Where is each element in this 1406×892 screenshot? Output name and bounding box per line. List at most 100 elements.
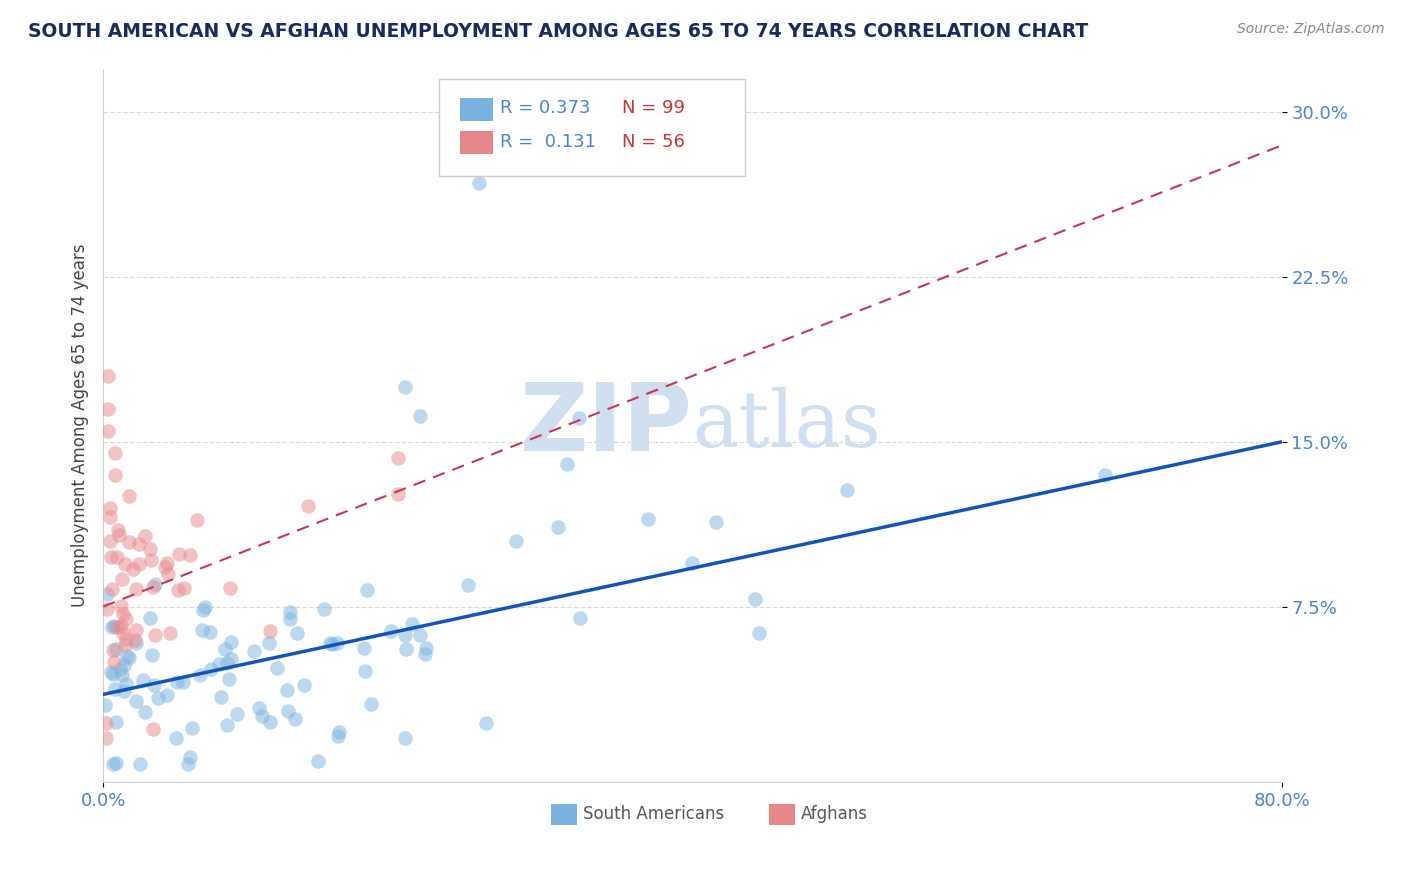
Point [555,457,578,471]
Point [284,712,307,726]
Point [259,714,281,729]
Point [250,709,273,723]
Point [115,676,138,690]
Point [217,656,239,670]
Point [704,516,727,530]
Point [104,714,127,729]
Point [112,683,135,698]
Point [114,632,136,647]
Point [214,642,236,657]
Point [243,644,266,658]
Point [146,691,169,706]
Point [104,681,127,696]
Point [134,529,156,543]
Text: N = 99: N = 99 [621,99,685,117]
Point [101,582,124,597]
Point [125,624,148,638]
Point [96,424,118,438]
Point [387,487,409,501]
Point [401,617,423,632]
Point [190,667,212,681]
Point [328,724,350,739]
Point [139,552,162,566]
Point [297,499,319,513]
Point [105,620,128,634]
Point [314,602,336,616]
Point [94,731,117,746]
Point [117,651,139,665]
Text: N = 56: N = 56 [621,133,685,151]
Point [134,705,156,719]
Point [141,648,163,663]
Point [142,580,165,594]
Point [110,599,132,613]
Bar [551,804,576,825]
Point [96,602,118,616]
Y-axis label: Unemployment Among Ages 65 to 74 years: Unemployment Among Ages 65 to 74 years [72,244,89,607]
Point [138,541,160,556]
Point [159,626,181,640]
Point [387,450,409,465]
Point [121,562,143,576]
Point [200,662,222,676]
Point [569,611,592,625]
Point [167,583,190,598]
Point [218,581,240,595]
Point [169,548,191,562]
Point [96,587,118,601]
Point [166,674,188,689]
Point [128,536,150,550]
Point [128,557,150,571]
Point [156,688,179,702]
Point [96,369,118,384]
Point [110,619,132,633]
Point [108,663,131,677]
Point [394,380,416,394]
Point [413,647,436,661]
Point [468,176,491,190]
Point [837,483,859,498]
Point [100,533,122,548]
Point [124,633,146,648]
Point [308,754,330,768]
Point [748,626,770,640]
Point [179,548,201,562]
Point [318,636,340,650]
Point [415,641,437,656]
Text: atlas: atlas [692,387,882,463]
Point [114,638,136,652]
Text: R = 0.373: R = 0.373 [501,99,591,117]
Point [156,567,179,582]
Point [326,636,349,650]
Point [218,673,240,687]
Point [139,611,162,625]
Point [145,628,167,642]
Point [125,582,148,596]
Point [124,694,146,708]
Point [105,550,128,565]
Bar [460,98,494,120]
Text: R =  0.131: R = 0.131 [501,133,596,151]
Point [103,655,125,669]
Point [118,489,141,503]
Point [276,683,298,698]
Text: ZIP: ZIP [520,379,692,471]
Point [681,556,703,570]
Point [226,707,249,722]
Point [1094,467,1116,482]
Point [181,722,204,736]
Point [360,697,382,711]
Point [394,628,416,642]
Point [100,549,122,564]
Point [104,642,127,657]
Point [179,750,201,764]
Point [457,578,479,592]
Point [108,528,131,542]
Point [101,667,124,681]
Point [104,446,127,460]
Point [321,637,343,651]
Point [114,612,136,626]
Point [209,690,232,704]
Point [219,652,242,666]
Point [278,605,301,619]
